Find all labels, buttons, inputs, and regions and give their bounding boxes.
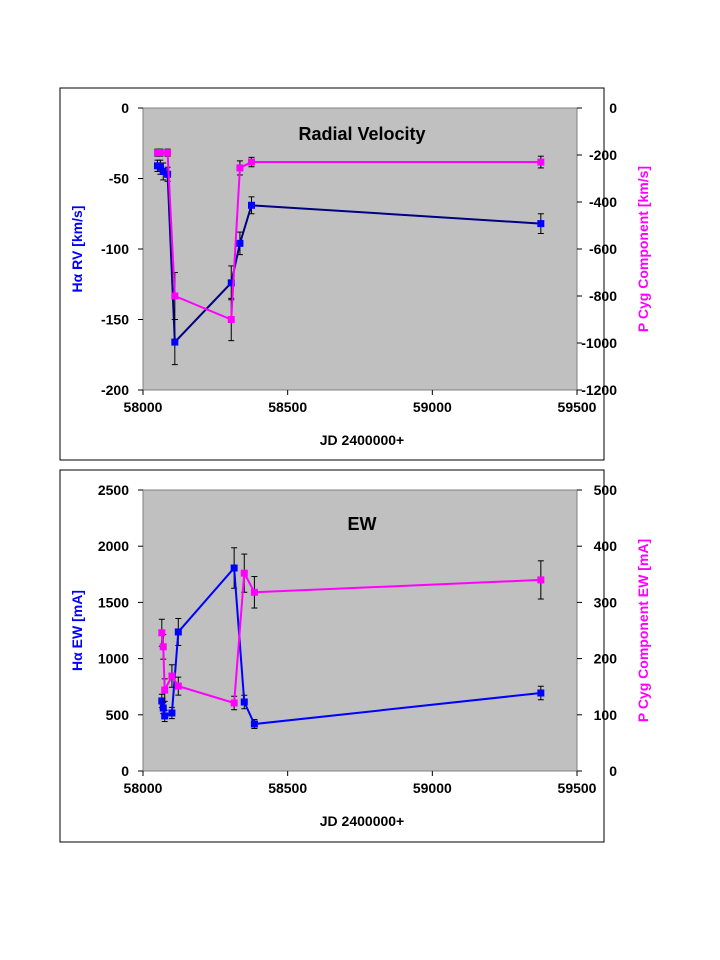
y-axis-label: Hα RV [km/s] [69, 206, 85, 293]
data-point [161, 686, 169, 694]
data-point [156, 149, 164, 157]
y2-tick-label: -200 [589, 147, 617, 163]
data-point [161, 712, 169, 720]
data-point [537, 158, 545, 166]
data-point [248, 158, 255, 166]
y2-axis-label: P Cyg Component EW [mA] [635, 539, 651, 722]
data-point [171, 292, 179, 300]
y2-tick-label: 0 [609, 100, 617, 116]
y-tick-label: -150 [101, 312, 129, 328]
data-point [227, 316, 235, 323]
data-point [159, 704, 167, 712]
data-point [159, 167, 167, 175]
data-point [236, 164, 244, 172]
data-point [159, 643, 167, 651]
data-point [168, 672, 176, 680]
y-tick-label: 0 [121, 100, 129, 116]
x-tick-label: 59500 [558, 399, 597, 415]
data-point [227, 279, 235, 287]
chart-0: 58000 58500 59000 59500 -200 -150 -100 -50 0 -120… [59, 87, 651, 461]
x-axis-label: JD 2400000+ [320, 432, 404, 448]
data-point [537, 220, 545, 228]
y2-tick-label: -800 [589, 288, 617, 304]
y-tick-label: 2500 [98, 482, 129, 498]
plot-area [142, 107, 578, 391]
x-axis-label: JD 2400000+ [320, 813, 404, 829]
data-point [240, 569, 248, 577]
y2-tick-label: 200 [594, 651, 618, 667]
data-point [230, 699, 238, 707]
y2-tick-label: -600 [589, 241, 617, 257]
x-tick-label: 58500 [268, 399, 307, 415]
data-point [174, 628, 182, 636]
data-point [250, 588, 258, 596]
chart-title: Radial Velocity [298, 124, 425, 144]
data-point [156, 163, 164, 171]
y2-axis-label: P Cyg Component [km/s] [635, 166, 651, 332]
y-tick-label: 1500 [98, 594, 129, 610]
data-point [158, 629, 166, 637]
data-point [164, 149, 172, 157]
x-tick-label: 58000 [124, 399, 163, 415]
chart-title: EW [348, 514, 377, 534]
x-tick-label: 59500 [558, 780, 597, 796]
data-point [537, 689, 545, 697]
y2-tick-label: 0 [609, 763, 617, 779]
y-tick-label: 1000 [98, 651, 129, 667]
data-point [537, 576, 545, 584]
y2-tick-label: 500 [594, 482, 618, 498]
y-tick-label: -50 [109, 171, 129, 187]
y2-tick-label: -1000 [581, 335, 617, 351]
data-point [174, 682, 182, 690]
x-tick-label: 59000 [413, 780, 452, 796]
data-point [171, 338, 179, 346]
data-point [168, 709, 176, 717]
y-tick-label: 0 [121, 763, 129, 779]
y2-tick-label: -1200 [581, 382, 617, 398]
y2-tick-label: 300 [594, 594, 618, 610]
y-tick-label: -200 [101, 382, 129, 398]
x-tick-label: 58000 [124, 780, 163, 796]
plot-area [142, 489, 578, 772]
data-point [250, 720, 258, 728]
y2-tick-label: 400 [594, 538, 618, 554]
data-point [164, 170, 172, 178]
y2-tick-label: -400 [589, 194, 617, 210]
data-point [230, 564, 238, 572]
y-axis-label: Hα EW [mA] [69, 590, 85, 671]
y2-tick-label: 100 [594, 707, 618, 723]
y-tick-label: -100 [101, 241, 129, 257]
data-point [240, 698, 248, 706]
y-tick-label: 500 [106, 707, 130, 723]
x-tick-label: 58500 [268, 780, 307, 796]
data-point [248, 201, 255, 209]
chart-1: 58000 58500 59000 5950005001000150020002500… [59, 469, 651, 843]
data-point [236, 239, 244, 247]
y-tick-label: 2000 [98, 538, 129, 554]
x-tick-label: 59000 [413, 399, 452, 415]
